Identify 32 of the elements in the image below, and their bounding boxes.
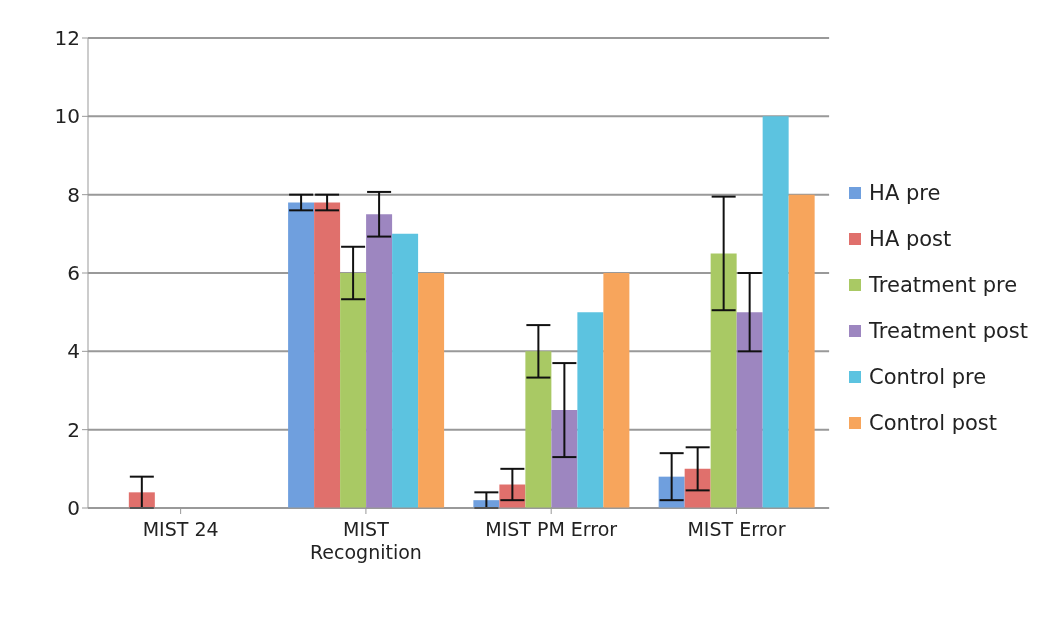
y-tick-label: 10 — [54, 104, 80, 129]
legend-label: Control pre — [869, 365, 987, 389]
legend-label: Treatment post — [869, 319, 1028, 343]
bar — [418, 273, 445, 508]
y-tick-label: 4 — [67, 339, 80, 364]
y-tick-label: 0 — [67, 496, 80, 521]
y-tick-label: 12 — [54, 26, 80, 51]
x-tick-label: MIST PM Error — [485, 518, 618, 540]
y-tick-label: 8 — [67, 182, 80, 207]
bar — [762, 116, 789, 508]
bar — [525, 351, 552, 508]
x-tick-label: MIST 24 — [142, 518, 219, 540]
bar — [392, 233, 419, 508]
bar — [788, 194, 815, 508]
bar — [366, 214, 393, 508]
bar — [603, 273, 630, 508]
legend-label: HA pre — [869, 181, 941, 205]
legend-label: Control post — [869, 411, 998, 435]
y-tick-label: 2 — [67, 417, 80, 442]
bar — [314, 202, 341, 508]
bar — [577, 312, 604, 508]
bar — [288, 202, 315, 508]
bar — [710, 253, 737, 508]
legend-label: Treatment pre — [869, 273, 1018, 297]
y-tick-label: 6 — [67, 261, 80, 286]
x-tick-label: MIST Error — [687, 518, 786, 540]
bar — [551, 410, 578, 508]
bar — [340, 273, 367, 508]
x-tick-label: MIST Recognition — [309, 518, 422, 563]
bar — [684, 468, 711, 508]
bar — [736, 312, 763, 508]
legend-label: HA post — [869, 227, 952, 251]
